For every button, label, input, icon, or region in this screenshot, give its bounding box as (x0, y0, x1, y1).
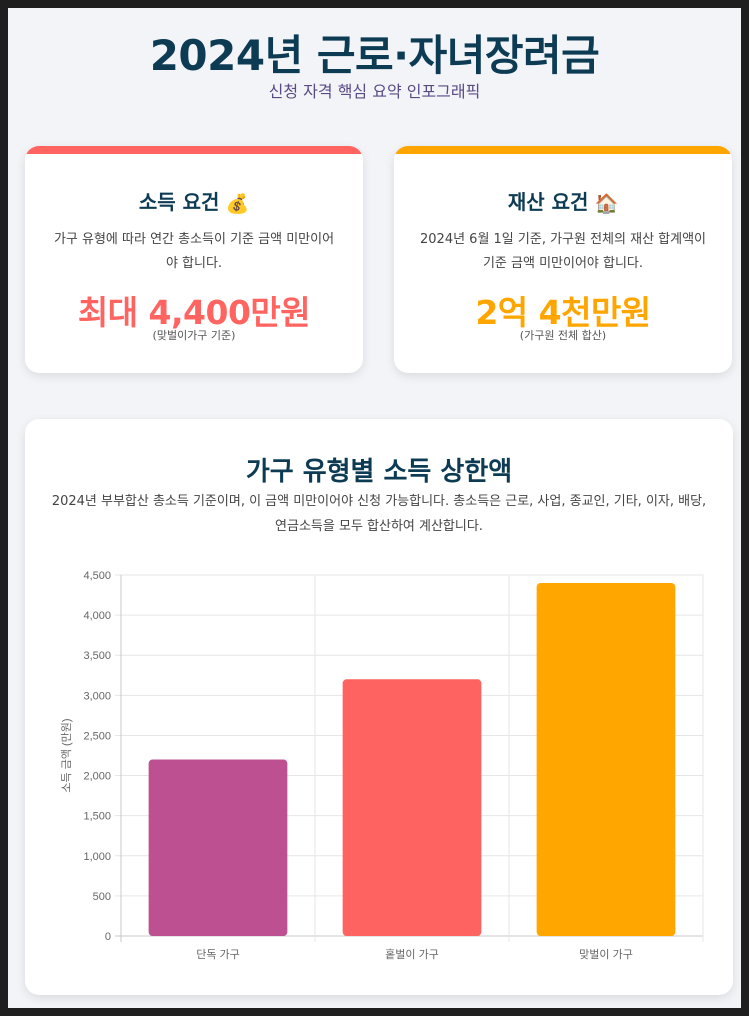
x-tick-label: 맞벌이 가구 (579, 948, 633, 961)
income-limit-bar-chart: 0 500 1,000 1,500 2,000 2,500 3,000 3,500 4,000 4… (60, 570, 704, 961)
income-limit-chart-card: 가구 유형별 소득 상한액 2024년 부부합산 총소득 기준이며, 이 금액 … (25, 419, 733, 995)
income-card-title: 소득 요건 (138, 190, 220, 214)
asset-card-heading: 재산 요건 🏠 (394, 186, 732, 215)
y-tick-label: 4,000 (83, 610, 111, 622)
bar (342, 679, 482, 936)
card-accent-bar (25, 146, 363, 154)
asset-card-description: 2024년 6월 1일 기준, 가구원 전체의 재산 합계액이 기준 금액 미만… (420, 232, 707, 271)
bar (536, 583, 676, 936)
y-tick-label: 0 (105, 931, 111, 943)
income-card-note: (맞벌이가구 기준) (152, 329, 236, 342)
y-tick-label: 2,000 (83, 771, 111, 783)
income-card-amount: 최대 4,400만원 (77, 293, 311, 332)
asset-card-amount: 2억 4천만원 (475, 293, 651, 332)
bar (148, 759, 288, 936)
asset-card-note: (가구원 전체 합산) (519, 329, 607, 342)
asset-requirement-card: 재산 요건 🏠 2024년 6월 1일 기준, 가구원 전체의 재산 합계액이 기… (394, 146, 732, 373)
house-icon: 🏠 (594, 193, 619, 215)
income-card-heading: 소득 요건 💰 (25, 186, 363, 215)
page-subtitle: 신청 자격 핵심 요약 인포그래픽 (268, 82, 481, 101)
page-title: 2024년 근로·자녀장려금 (149, 31, 600, 80)
y-tick-label: 500 (93, 891, 111, 903)
y-tick-label: 1,000 (83, 851, 111, 863)
y-tick-label: 3,000 (83, 690, 111, 702)
x-tick-label: 단독 가구 (196, 948, 240, 961)
y-axis-label: 소득 금액 (만원) (60, 718, 73, 792)
x-tick-label: 홑벌이 가구 (385, 948, 439, 961)
y-tick-label: 4,500 (83, 570, 111, 582)
chart-heading: 가구 유형별 소득 상한액 (245, 457, 513, 487)
income-requirement-card: 소득 요건 💰 가구 유형에 따라 연간 총소득이 기준 금액 미만이어야 합니다… (25, 146, 363, 373)
y-tick-label: 2,500 (83, 730, 111, 742)
page: 2024년 근로·자녀장려금 신청 자격 핵심 요약 인포그래픽 소득 요건 💰 … (8, 8, 741, 1008)
chart-description: 2024년 부부합산 총소득 기준이며, 이 금액 미만이어야 신청 가능합니다… (51, 494, 707, 534)
income-card-description: 가구 유형에 따라 연간 총소득이 기준 금액 미만이어야 합니다. (53, 232, 335, 271)
asset-card-title: 재산 요건 (507, 190, 589, 214)
y-tick-label: 3,500 (83, 650, 111, 662)
money-bag-icon: 💰 (225, 193, 250, 215)
card-accent-bar (394, 146, 732, 154)
y-tick-label: 1,500 (83, 811, 111, 823)
